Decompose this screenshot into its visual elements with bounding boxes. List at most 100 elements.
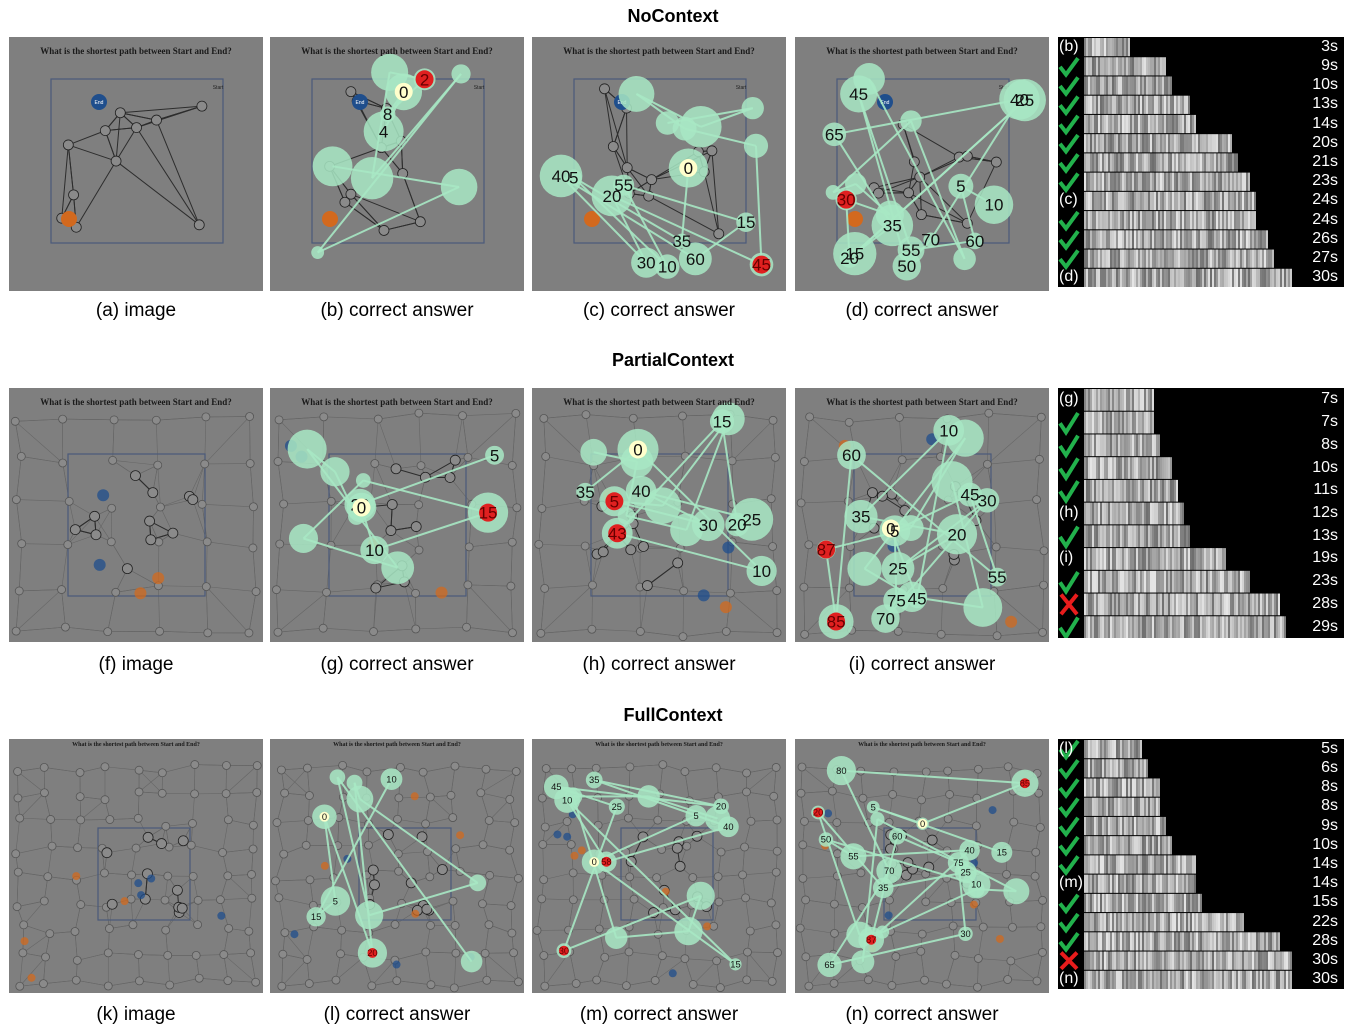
fixation-label: 35 (576, 483, 595, 502)
fixation-label: 60 (892, 832, 902, 842)
saccade-line (616, 532, 762, 572)
graph-diagram (271, 760, 523, 993)
fixation-end (1019, 778, 1030, 789)
section-title: NoContext (627, 6, 719, 26)
fixation-circle (604, 926, 628, 949)
fixation-label: 10 (939, 421, 958, 440)
check-icon (1058, 153, 1080, 174)
duration-label: 14s (1312, 874, 1338, 892)
fixation-label: 45 (551, 782, 561, 792)
start-node (703, 922, 712, 931)
duration-bar (1084, 434, 1160, 457)
fixation-label: 55 (614, 176, 633, 195)
duration-bar (1084, 778, 1160, 797)
start-node (719, 601, 732, 614)
fixation-label: 5 (890, 522, 899, 541)
question-text: What is the shortest path between Start … (333, 742, 461, 748)
duration-panel-letter: (n) (1059, 970, 1079, 988)
fixation-label: 87 (866, 935, 876, 945)
fixation-circle (360, 535, 389, 565)
start-node (584, 211, 600, 227)
fixation-circle (617, 507, 636, 525)
duration-bar (1084, 134, 1232, 153)
saccade-line (883, 871, 966, 889)
duration-bar (1084, 951, 1292, 970)
end-node (97, 489, 110, 502)
fixation-circle (655, 254, 680, 279)
check-icon (1058, 457, 1080, 482)
check-icon (1058, 739, 1080, 761)
stimulus-image: What is the shortest path between Start … (9, 388, 263, 642)
duration-panel-letter: (g) (1059, 390, 1079, 408)
fixation-label: 55 (848, 852, 858, 862)
duration-label: 20s (1312, 133, 1338, 151)
duration-label: 30s (1312, 268, 1338, 286)
saccade-line (359, 798, 479, 884)
duration-bar (1084, 411, 1154, 434)
duration-label: 10s (1312, 76, 1338, 94)
fixation-label: 10 (386, 774, 396, 784)
fixation-label: 45 (908, 590, 927, 609)
gaze-panel: 52001015What is the shortest path betwee… (270, 388, 524, 642)
fixation-label: 15 (713, 412, 732, 431)
saccade-line (606, 825, 729, 863)
fixation-circle (729, 958, 742, 971)
end-node (93, 558, 106, 571)
panel-caption: (b) correct answer (320, 300, 474, 321)
fixation-circle (866, 800, 880, 814)
end-node (290, 930, 299, 939)
fixation-label: 15 (479, 504, 498, 523)
fixation-circle (346, 785, 374, 813)
duration-label: 10s (1312, 458, 1338, 476)
fixation-circle (608, 798, 625, 815)
fixation-circle (817, 952, 842, 977)
check-icon (1058, 816, 1080, 838)
fixation-label: 4 (379, 122, 388, 141)
saccade-line (303, 537, 398, 569)
duration-label: 8s (1321, 797, 1338, 815)
fixation-circle (736, 212, 756, 232)
fixation-circle (674, 917, 703, 946)
saccade-line (323, 816, 374, 954)
question-text: What is the shortest path between Start … (40, 397, 232, 407)
duration-bar (1084, 855, 1196, 874)
start-node (120, 897, 129, 906)
fixation-end (479, 503, 498, 522)
fixation-circle (900, 110, 922, 132)
fixation-circle (892, 252, 922, 281)
panel-caption: (l) correct answer (323, 1004, 471, 1025)
saccade-line (850, 454, 998, 578)
saccade-line (910, 120, 966, 260)
fixation-label: 75 (953, 858, 963, 868)
fixation-circle (686, 881, 715, 910)
fixation-end (558, 945, 569, 956)
end-node (722, 541, 735, 554)
check-icon (1058, 525, 1080, 550)
start-node (27, 973, 36, 982)
duration-label: 6s (1321, 758, 1338, 776)
fixation-label: 0 (684, 159, 693, 178)
start-node (20, 937, 29, 946)
question-text: What is the shortest path between Start … (826, 46, 1018, 56)
saccade-line (562, 806, 618, 951)
fixation-circle (311, 246, 325, 259)
fixation-circle (380, 768, 403, 790)
question-text: What is the shortest path between Start … (595, 742, 723, 748)
panel-caption: (f) image (98, 654, 174, 675)
fixation-circle (936, 514, 978, 555)
fixation-label: 20 (602, 187, 621, 206)
duration-bar (1084, 970, 1292, 989)
fixation-label: 15 (845, 245, 864, 264)
fixation-circle (680, 105, 722, 148)
start-node (411, 909, 420, 918)
fixation-label: 5 (871, 802, 876, 812)
fixation-label: 25 (742, 510, 761, 529)
duration-panel-letter: (b) (1059, 37, 1079, 55)
fixation-end (837, 190, 856, 209)
fixation-circle (876, 857, 903, 884)
duration-panel-letter: (c) (1059, 191, 1078, 209)
fixation-circle (987, 567, 1007, 587)
duration-label: 19s (1312, 549, 1338, 567)
start-node (61, 211, 77, 227)
